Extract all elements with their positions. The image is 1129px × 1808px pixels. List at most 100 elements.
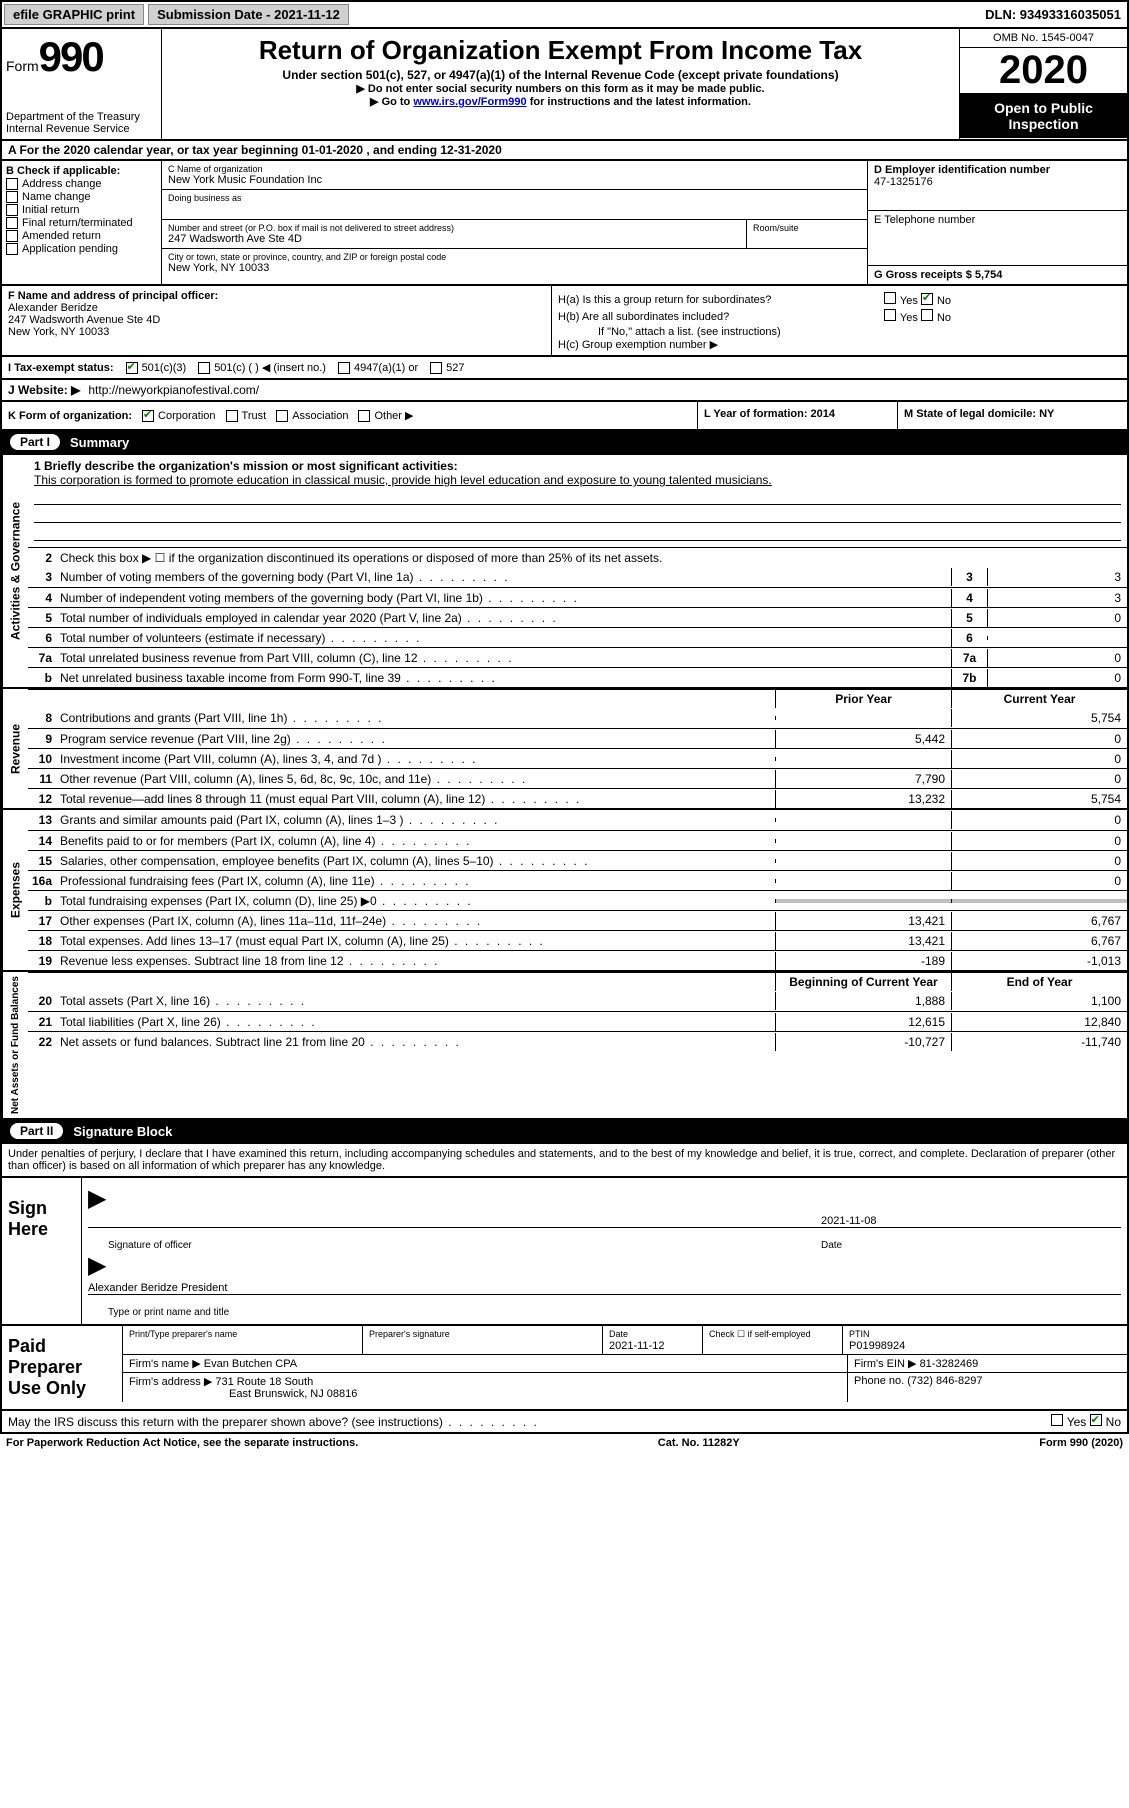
sign-here-label: Sign Here — [2, 1178, 82, 1324]
expenses-section: Expenses 13Grants and similar amounts pa… — [0, 810, 1129, 972]
current-year-value: -1,013 — [951, 952, 1127, 970]
tax-year: 2020 — [960, 48, 1127, 94]
paid-preparer-section: Paid Preparer Use Only Print/Type prepar… — [0, 1326, 1129, 1411]
trust-checkbox[interactable]: Trust — [226, 410, 267, 422]
irs-discuss-no[interactable] — [1090, 1414, 1102, 1426]
501c-checkbox[interactable]: 501(c) ( ) ◀ (insert no.) — [198, 361, 326, 374]
irs-discuss-yes[interactable] — [1051, 1414, 1063, 1426]
tax-status-row: I Tax-exempt status: 501(c)(3) 501(c) ( … — [0, 357, 1129, 380]
prior-year-value — [775, 859, 951, 863]
org-info-section: B Check if applicable: Address change Na… — [0, 161, 1129, 286]
officer-addr2: New York, NY 10033 — [8, 326, 109, 338]
current-year-value: 6,767 — [951, 912, 1127, 930]
street-label: Number and street (or P.O. box if mail i… — [168, 223, 740, 233]
association-checkbox[interactable]: Association — [276, 410, 348, 422]
current-year-value: 0 — [951, 811, 1127, 829]
tax-status-label: I Tax-exempt status: — [8, 362, 114, 374]
current-year-value: 1,100 — [951, 992, 1127, 1010]
4947-checkbox[interactable]: 4947(a)(1) or — [338, 362, 418, 374]
officer-name: Alexander Beridze — [8, 302, 98, 314]
form-version: Form 990 (2020) — [1039, 1437, 1123, 1449]
goto-note: ▶ Go to www.irs.gov/Form990 for instruct… — [166, 95, 955, 108]
activities-governance-section: Activities & Governance 1 Briefly descri… — [0, 455, 1129, 689]
firm-ein: 81-3282469 — [920, 1358, 979, 1370]
firm-address2: East Brunswick, NJ 08816 — [229, 1388, 357, 1400]
telephone-label: E Telephone number — [874, 214, 975, 226]
prior-year-value — [775, 899, 951, 903]
name-change-checkbox[interactable]: Name change — [6, 191, 157, 203]
summary-line-desc: Total revenue—add lines 8 through 11 (mu… — [56, 790, 775, 808]
department-label: Department of the Treasury Internal Reve… — [6, 111, 157, 135]
firm-name: Evan Butchen CPA — [204, 1358, 297, 1370]
website-row: J Website: ▶ http://newyorkpianofestival… — [0, 380, 1129, 402]
irs-form990-link[interactable]: www.irs.gov/Form990 — [413, 96, 526, 108]
prior-year-value: 1,888 — [775, 992, 951, 1010]
type-print-label: Type or print name and title — [108, 1307, 1121, 1318]
summary-line-desc: Revenue less expenses. Subtract line 18 … — [56, 952, 775, 970]
501c3-checkbox[interactable]: 501(c)(3) — [126, 362, 187, 374]
summary-line-desc: Number of independent voting members of … — [56, 589, 951, 607]
527-checkbox[interactable]: 527 — [430, 362, 464, 374]
ssn-note: ▶ Do not enter social security numbers o… — [166, 82, 955, 95]
summary-line-desc: Other expenses (Part IX, column (A), lin… — [56, 912, 775, 930]
efile-print-button[interactable]: efile GRAPHIC print — [4, 4, 144, 25]
summary-line-desc: Net assets or fund balances. Subtract li… — [56, 1033, 775, 1051]
revenue-section: Revenue Prior Year Current Year 8Contrib… — [0, 689, 1129, 810]
gross-receipts: G Gross receipts $ 5,754 — [874, 269, 1002, 281]
signature-date: 2021-11-08 — [821, 1215, 1121, 1227]
summary-line-desc: Total assets (Part X, line 16) — [56, 992, 775, 1010]
irs-discuss-row: May the IRS discuss this return with the… — [0, 1411, 1129, 1434]
room-suite-label: Room/suite — [753, 223, 861, 233]
prior-year-value: 12,615 — [775, 1013, 951, 1031]
sign-here-section: Sign Here ▶ 2021-11-08 Signature of offi… — [0, 1178, 1129, 1326]
prior-year-value — [775, 818, 951, 822]
h-c-label: H(c) Group exemption number ▶ — [558, 338, 1121, 351]
header-right: OMB No. 1545-0047 2020 Open to Public In… — [959, 29, 1127, 139]
summary-line-desc: Number of voting members of the governin… — [56, 568, 951, 586]
self-employed-check[interactable]: Check ☐ if self-employed — [709, 1329, 811, 1339]
current-year-value: 0 — [951, 832, 1127, 850]
prior-year-value: -189 — [775, 952, 951, 970]
summary-line-desc: Program service revenue (Part VIII, line… — [56, 730, 775, 748]
form-title: Return of Organization Exempt From Incom… — [166, 35, 955, 66]
prior-year-value: 13,232 — [775, 790, 951, 808]
page-footer: For Paperwork Reduction Act Notice, see … — [0, 1434, 1129, 1452]
summary-line-desc: Contributions and grants (Part VIII, lin… — [56, 709, 775, 727]
officer-label: F Name and address of principal officer: — [8, 290, 218, 302]
firm-phone: (732) 846-8297 — [907, 1375, 982, 1387]
current-year-value: 6,767 — [951, 932, 1127, 950]
end-year-header: End of Year — [951, 973, 1127, 991]
org-name: New York Music Foundation Inc — [168, 174, 861, 186]
current-year-value: -11,740 — [951, 1033, 1127, 1051]
header-middle: Return of Organization Exempt From Incom… — [162, 29, 959, 139]
summary-line-desc: Grants and similar amounts paid (Part IX… — [56, 811, 775, 829]
ein-label: D Employer identification number — [874, 164, 1050, 176]
summary-line-desc: Benefits paid to or for members (Part IX… — [56, 832, 775, 850]
corporation-checkbox[interactable]: Corporation — [142, 410, 215, 422]
current-year-value: 12,840 — [951, 1013, 1127, 1031]
top-bar: efile GRAPHIC print Submission Date - 20… — [0, 0, 1129, 29]
prior-year-value: 13,421 — [775, 912, 951, 930]
ein-value: 47-1325176 — [874, 176, 933, 188]
omb-number: OMB No. 1545-0047 — [960, 29, 1127, 48]
address-change-checkbox[interactable]: Address change — [6, 178, 157, 190]
summary-line-desc: Salaries, other compensation, employee b… — [56, 852, 775, 870]
final-return-checkbox[interactable]: Final return/terminated — [6, 217, 157, 229]
paid-preparer-label: Paid Preparer Use Only — [2, 1326, 122, 1409]
prior-year-value — [775, 757, 951, 761]
h-b-label: H(b) Are all subordinates included? — [558, 311, 729, 323]
header-left: Form990 Department of the Treasury Inter… — [2, 29, 162, 139]
beginning-year-header: Beginning of Current Year — [775, 973, 951, 991]
part-ii-header: Part II Signature Block — [0, 1120, 1129, 1144]
mission-label: 1 Briefly describe the organization's mi… — [34, 459, 458, 473]
tax-year-range: A For the 2020 calendar year, or tax yea… — [0, 141, 1129, 161]
irs-discuss-question: May the IRS discuss this return with the… — [8, 1415, 539, 1429]
initial-return-checkbox[interactable]: Initial return — [6, 204, 157, 216]
website-url[interactable]: http://newyorkpianofestival.com/ — [88, 383, 259, 397]
prior-year-value — [775, 716, 951, 720]
other-org-checkbox[interactable]: Other ▶ — [358, 409, 413, 422]
amended-return-checkbox[interactable]: Amended return — [6, 230, 157, 242]
application-pending-checkbox[interactable]: Application pending — [6, 243, 157, 255]
part-ii-title: Signature Block — [73, 1124, 172, 1139]
signer-name-title: Alexander Beridze President — [88, 1282, 227, 1294]
